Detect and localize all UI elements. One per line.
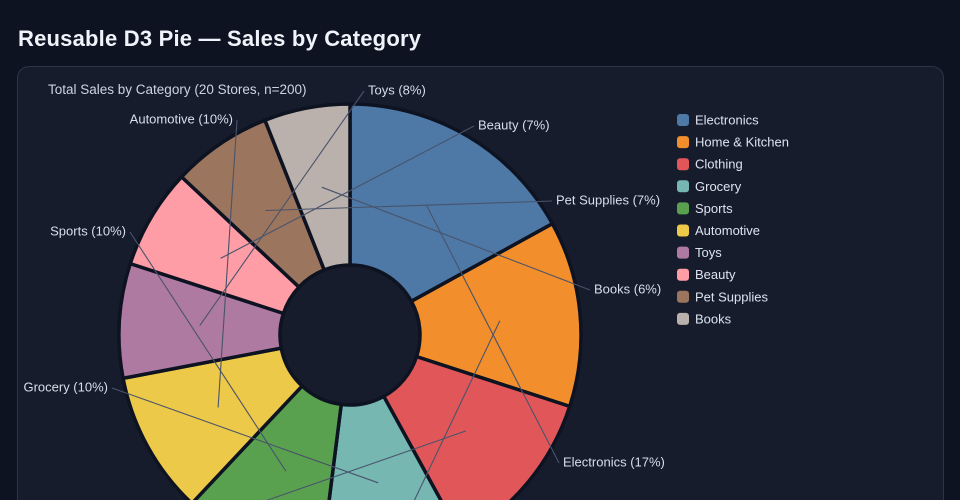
legend-label-clothing: Clothing (695, 157, 743, 172)
legend-item-pet-supplies[interactable]: Pet Supplies (677, 289, 768, 304)
legend-swatch-grocery (677, 180, 689, 193)
legend-swatch-sports (677, 202, 689, 215)
legend-item-beauty[interactable]: Beauty (677, 267, 736, 282)
slice-label-sports: Sports (10%) (50, 224, 126, 239)
legend-label-electronics: Electronics (695, 113, 759, 128)
page-title: Reusable D3 Pie — Sales by Category (18, 26, 422, 51)
pie-slice-books[interactable] (263, 102, 352, 272)
slice-label-automotive: Automotive (10%) (130, 112, 233, 127)
pie-slice-grocery[interactable] (321, 394, 461, 500)
slice-label-pet-supplies: Pet Supplies (7%) (556, 193, 660, 208)
legend-label-grocery: Grocery (695, 179, 742, 194)
legend-swatch-automotive (677, 224, 689, 237)
legend-item-electronics[interactable]: Electronics (677, 113, 759, 128)
legend-label-beauty: Beauty (695, 267, 736, 282)
legend-swatch-home-kitchen (677, 136, 689, 149)
leader-line-clothing (266, 430, 467, 500)
legend-item-books[interactable]: Books (677, 311, 732, 326)
pie-chart: Total Sales by Category (20 Stores, n=20… (23, 82, 789, 500)
pie-slice-electronics[interactable] (348, 102, 555, 304)
chart-title: Total Sales by Category (20 Stores, n=20… (48, 82, 307, 97)
slice-label-toys: Toys (8%) (368, 83, 426, 98)
leader-line-home-kitchen (413, 320, 501, 500)
legend-swatch-beauty (677, 268, 689, 281)
legend-label-toys: Toys (695, 245, 722, 260)
legend-item-grocery[interactable]: Grocery (677, 179, 742, 194)
leader-line-pet-supplies (265, 200, 553, 212)
leader-line-grocery (111, 387, 379, 484)
leader-line-sports (129, 231, 287, 472)
leader-line-automotive (217, 119, 238, 408)
leader-line-beauty (220, 125, 475, 259)
leader-lines-layer (111, 90, 591, 500)
legend-item-sports[interactable]: Sports (677, 201, 733, 216)
legend-label-home-kitchen: Home & Kitchen (695, 135, 789, 150)
legend-item-automotive[interactable]: Automotive (677, 223, 760, 238)
legend-item-toys[interactable]: Toys (677, 245, 722, 260)
legend-swatch-toys (677, 246, 689, 259)
legend-swatch-electronics (677, 114, 689, 126)
legend-item-clothing[interactable]: Clothing (677, 157, 743, 172)
leader-line-toys (199, 90, 365, 326)
pie-slices-layer (117, 102, 583, 500)
slice-label-electronics: Electronics (17%) (563, 455, 665, 470)
slice-label-beauty: Beauty (7%) (478, 118, 550, 133)
legend-swatch-books (677, 312, 689, 325)
legend-item-home-kitchen[interactable]: Home & Kitchen (677, 135, 789, 150)
chart-panel: Total Sales by Category (20 Stores, n=20… (17, 66, 944, 500)
legend-label-pet-supplies: Pet Supplies (695, 289, 768, 304)
legend-label-books: Books (695, 311, 732, 326)
slice-label-books: Books (6%) (594, 282, 661, 297)
legend-swatch-pet-supplies (677, 290, 689, 303)
leader-line-books (321, 186, 591, 291)
legend-label-automotive: Automotive (695, 223, 760, 238)
legend-label-sports: Sports (695, 201, 733, 216)
legend: Electronics Home & Kitchen Clothing Grocery… (677, 113, 789, 326)
slice-labels-layer: Electronics (17%) Grocery (10%) Sports (10… (23, 83, 664, 470)
legend-swatch-clothing (677, 158, 689, 171)
pie-slice-home-kitchen[interactable] (409, 221, 583, 409)
slice-label-grocery: Grocery (10%) (23, 380, 108, 395)
